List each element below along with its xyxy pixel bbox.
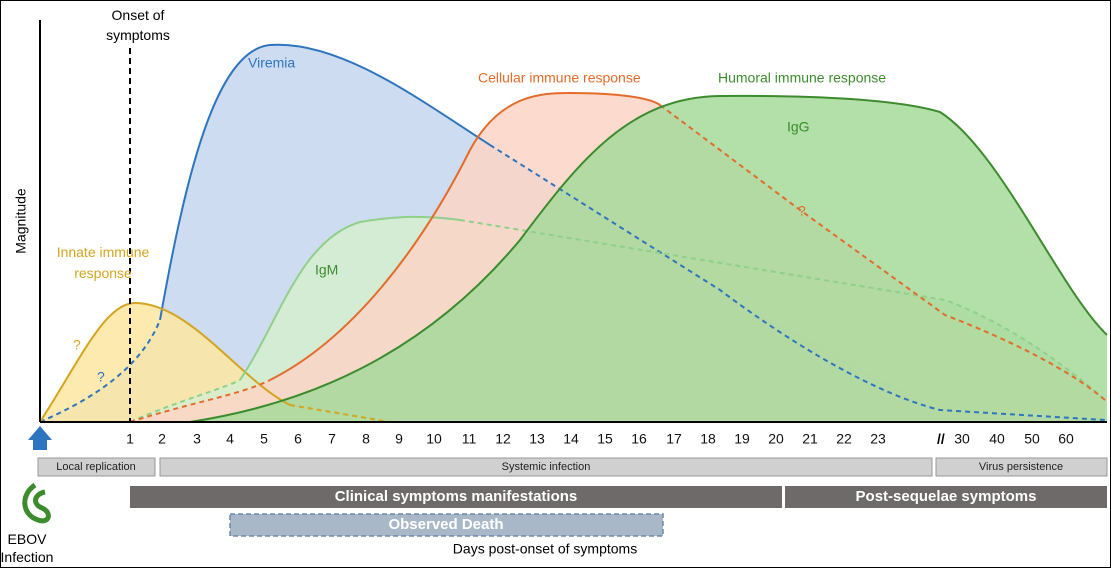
humoral-label: Humoral immune response (718, 70, 886, 86)
onset-line2: symptoms (106, 27, 170, 43)
x-tick-label: 21 (802, 431, 818, 447)
diagram: // Onset of symptoms Magnitude Viremia Ce… (0, 0, 1111, 568)
axis-break: // (937, 431, 945, 447)
x-tick-label: 4 (226, 431, 234, 447)
phase-label: Systemic infection (502, 461, 591, 473)
innate-line2: response (74, 265, 132, 281)
x-tick-label: 17 (666, 431, 682, 447)
x-tick-label: 50 (1024, 431, 1040, 447)
igg-label: IgG (787, 119, 810, 135)
x-tick-label: 1 (126, 431, 134, 447)
infection-line1: EBOV (8, 531, 48, 547)
x-tick-label: 22 (836, 431, 852, 447)
x-tick-label: 18 (700, 431, 716, 447)
x-tick-label: 9 (395, 431, 403, 447)
x-tick-label: 3 (193, 431, 201, 447)
x-tick-label: 2 (158, 431, 166, 447)
x-tick-label: 30 (954, 431, 970, 447)
question-mark: ? (97, 369, 105, 385)
viremia-label: Viremia (248, 55, 295, 71)
igm-label: IgM (315, 262, 338, 278)
x-tick-label: 16 (631, 431, 647, 447)
x-tick-label: 23 (870, 431, 886, 447)
y-axis-label: Magnitude (13, 188, 29, 254)
question-mark: ? (798, 203, 806, 219)
innate-line1: Innate immune (57, 244, 150, 260)
x-tick-label: 14 (563, 431, 579, 447)
x-tick-label: 11 (462, 431, 477, 447)
x-tick-label: 13 (529, 431, 545, 447)
x-tick-label: 7 (328, 431, 336, 447)
phase-label: Virus persistence (979, 461, 1063, 473)
symptom-label: Clinical symptoms manifestations (335, 488, 578, 505)
x-tick-label: 40 (989, 431, 1005, 447)
x-tick-label: 12 (495, 431, 511, 447)
x-tick-label: 60 (1058, 431, 1074, 447)
death-label: Observed Death (388, 516, 503, 533)
x-tick-label: 19 (734, 431, 750, 447)
phase-label: Local replication (56, 461, 136, 473)
x-tick-label: 5 (260, 431, 268, 447)
onset-line1: Onset of (112, 7, 165, 23)
x-axis-label: Days post-onset of symptoms (453, 541, 637, 557)
x-tick-label: 15 (597, 431, 613, 447)
symptom-label: Post-sequelae symptoms (856, 488, 1037, 505)
question-mark: ? (73, 337, 81, 353)
x-tick-label: 8 (362, 431, 370, 447)
x-tick-label: 10 (426, 431, 442, 447)
infection-line2: Infection (1, 549, 54, 565)
cellular-label: Cellular immune response (478, 70, 641, 86)
x-tick-label: 20 (768, 431, 784, 447)
x-tick-label: 6 (294, 431, 302, 447)
